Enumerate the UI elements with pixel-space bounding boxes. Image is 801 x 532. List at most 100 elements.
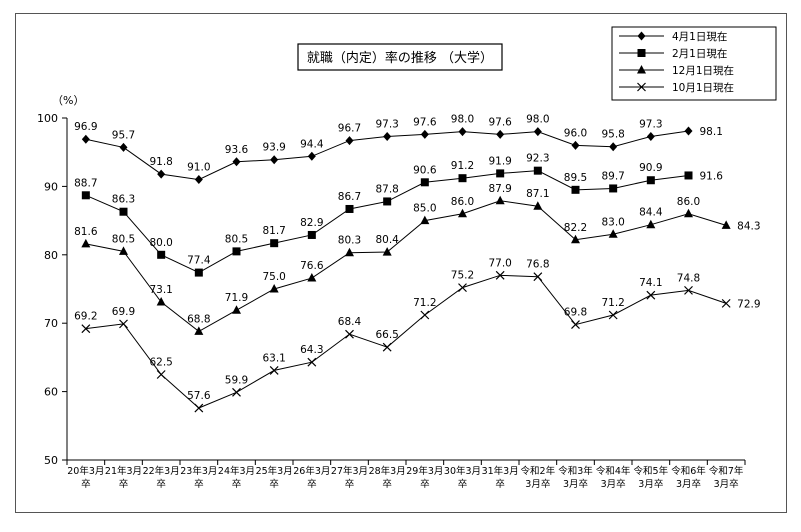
- data-label: 68.8: [187, 313, 210, 325]
- data-label: 57.6: [187, 390, 211, 402]
- legend-label: 4月1日現在: [672, 31, 727, 43]
- data-point: [269, 284, 279, 293]
- data-label: 80.5: [225, 233, 248, 245]
- chart-title: 就職（内定）率の推移 （大学）: [307, 50, 493, 66]
- data-point: [533, 166, 542, 175]
- data-label: 96.7: [338, 123, 361, 135]
- x-tick-label-line2: 3月卒: [714, 478, 739, 490]
- data-point: [345, 204, 354, 213]
- data-point: [345, 136, 354, 146]
- series-x: 69.2 69.9 62.5 57.6 59.9 63.1 64.3 68.4 66.5 71.2…: [74, 257, 761, 413]
- data-point: [721, 298, 731, 308]
- data-label: 74.1: [639, 277, 662, 289]
- x-tick-label-line2: 卒: [382, 478, 392, 490]
- data-point: [571, 320, 580, 329]
- y-tick-label: 50: [44, 454, 58, 467]
- data-label: 82.2: [564, 222, 587, 234]
- data-label: 66.5: [375, 329, 398, 341]
- data-label: 95.7: [112, 129, 135, 141]
- data-label: 90.9: [639, 162, 662, 174]
- data-label: 97.6: [488, 116, 512, 128]
- legend-label: 2月1日現在: [672, 48, 727, 60]
- data-point: [571, 140, 580, 150]
- x-tick-label: 31年3月: [482, 465, 519, 477]
- legend-marker: [637, 82, 646, 92]
- data-label: 97.3: [639, 118, 662, 130]
- x-tick-label: 30年3月: [444, 465, 481, 477]
- x-tick-label-line2: 卒: [269, 478, 279, 490]
- data-point: [194, 326, 204, 335]
- data-point: [684, 126, 693, 136]
- x-tick-label: 令和7年: [709, 465, 744, 477]
- legend-label: 10月1日現在: [672, 82, 734, 94]
- data-label: 63.1: [262, 352, 285, 364]
- legend-item: 12月1日現在: [619, 65, 734, 77]
- data-label: 84.4: [639, 207, 663, 219]
- x-tick-label: 令和4年: [596, 465, 631, 477]
- x-tick-label: 20年3月: [67, 465, 104, 477]
- y-axis-ticks: 50 60 70 80 90 100: [37, 112, 67, 467]
- x-tick-label: 25年3月: [256, 465, 293, 477]
- data-point: [684, 208, 693, 218]
- data-point: [119, 319, 128, 329]
- data-point: [533, 201, 543, 210]
- x-tick-label-line2: 3月卒: [676, 478, 701, 490]
- data-label: 89.5: [564, 172, 587, 184]
- data-point: [609, 184, 618, 193]
- data-point: [119, 246, 128, 255]
- data-label: 84.3: [737, 220, 760, 232]
- x-tick-label-line2: 3月卒: [525, 478, 550, 490]
- data-label: 87.9: [488, 183, 511, 195]
- series-line: [85, 274, 727, 409]
- data-label: 97.3: [375, 118, 398, 130]
- data-label: 92.3: [526, 153, 549, 165]
- x-tick-label: 29年3月: [406, 465, 443, 477]
- data-label: 83.0: [601, 216, 624, 228]
- data-label: 80.5: [112, 233, 135, 245]
- data-label: 98.1: [700, 126, 723, 138]
- data-label: 71.2: [413, 297, 436, 309]
- legend-label: 12月1日現在: [672, 65, 734, 77]
- x-tick-label: 令和5年: [634, 465, 669, 477]
- data-point: [156, 296, 166, 306]
- data-label: 95.8: [601, 129, 624, 141]
- data-point: [119, 207, 128, 216]
- data-point: [533, 127, 542, 137]
- x-tick-label-line2: 卒: [156, 478, 166, 490]
- data-point: [81, 134, 90, 144]
- data-point: [458, 208, 467, 218]
- data-label: 98.0: [451, 114, 474, 126]
- data-point: [496, 129, 505, 139]
- data-point: [382, 342, 392, 352]
- data-point: [571, 185, 580, 194]
- data-point: [270, 239, 279, 248]
- data-point: [608, 310, 618, 320]
- x-tick-label-line2: 卒: [458, 478, 468, 490]
- data-label: 82.9: [300, 217, 323, 229]
- x-tick-label-line2: 卒: [307, 478, 317, 490]
- legend-marker: [637, 65, 646, 74]
- data-label: 98.0: [526, 114, 549, 126]
- data-point: [194, 403, 204, 413]
- series-square: 88.7 86.3 80.0 77.4 80.5 81.7 82.9 86.7 87.8 90.6…: [74, 153, 723, 277]
- data-label: 72.9: [737, 298, 760, 310]
- data-label: 91.2: [451, 160, 474, 172]
- data-label: 62.5: [149, 357, 172, 369]
- data-point: [119, 142, 128, 152]
- data-label: 80.0: [149, 237, 172, 249]
- data-point: [345, 247, 354, 257]
- data-label: 86.7: [338, 191, 361, 203]
- data-point: [721, 220, 731, 229]
- data-point: [684, 171, 693, 180]
- y-tick-label: 60: [44, 386, 58, 399]
- data-point: [646, 219, 656, 229]
- data-point: [420, 129, 429, 139]
- x-tick-label-line2: 卒: [119, 478, 129, 490]
- data-label: 91.9: [488, 155, 511, 167]
- series-triangle: 81.6 80.5 73.1 68.8 71.9 75.0 76.6 80.3 80.4 85.0…: [74, 183, 761, 335]
- data-label: 86.3: [112, 194, 135, 206]
- data-label: 81.7: [262, 225, 285, 237]
- data-label: 86.0: [451, 196, 474, 208]
- data-label: 69.9: [112, 306, 135, 318]
